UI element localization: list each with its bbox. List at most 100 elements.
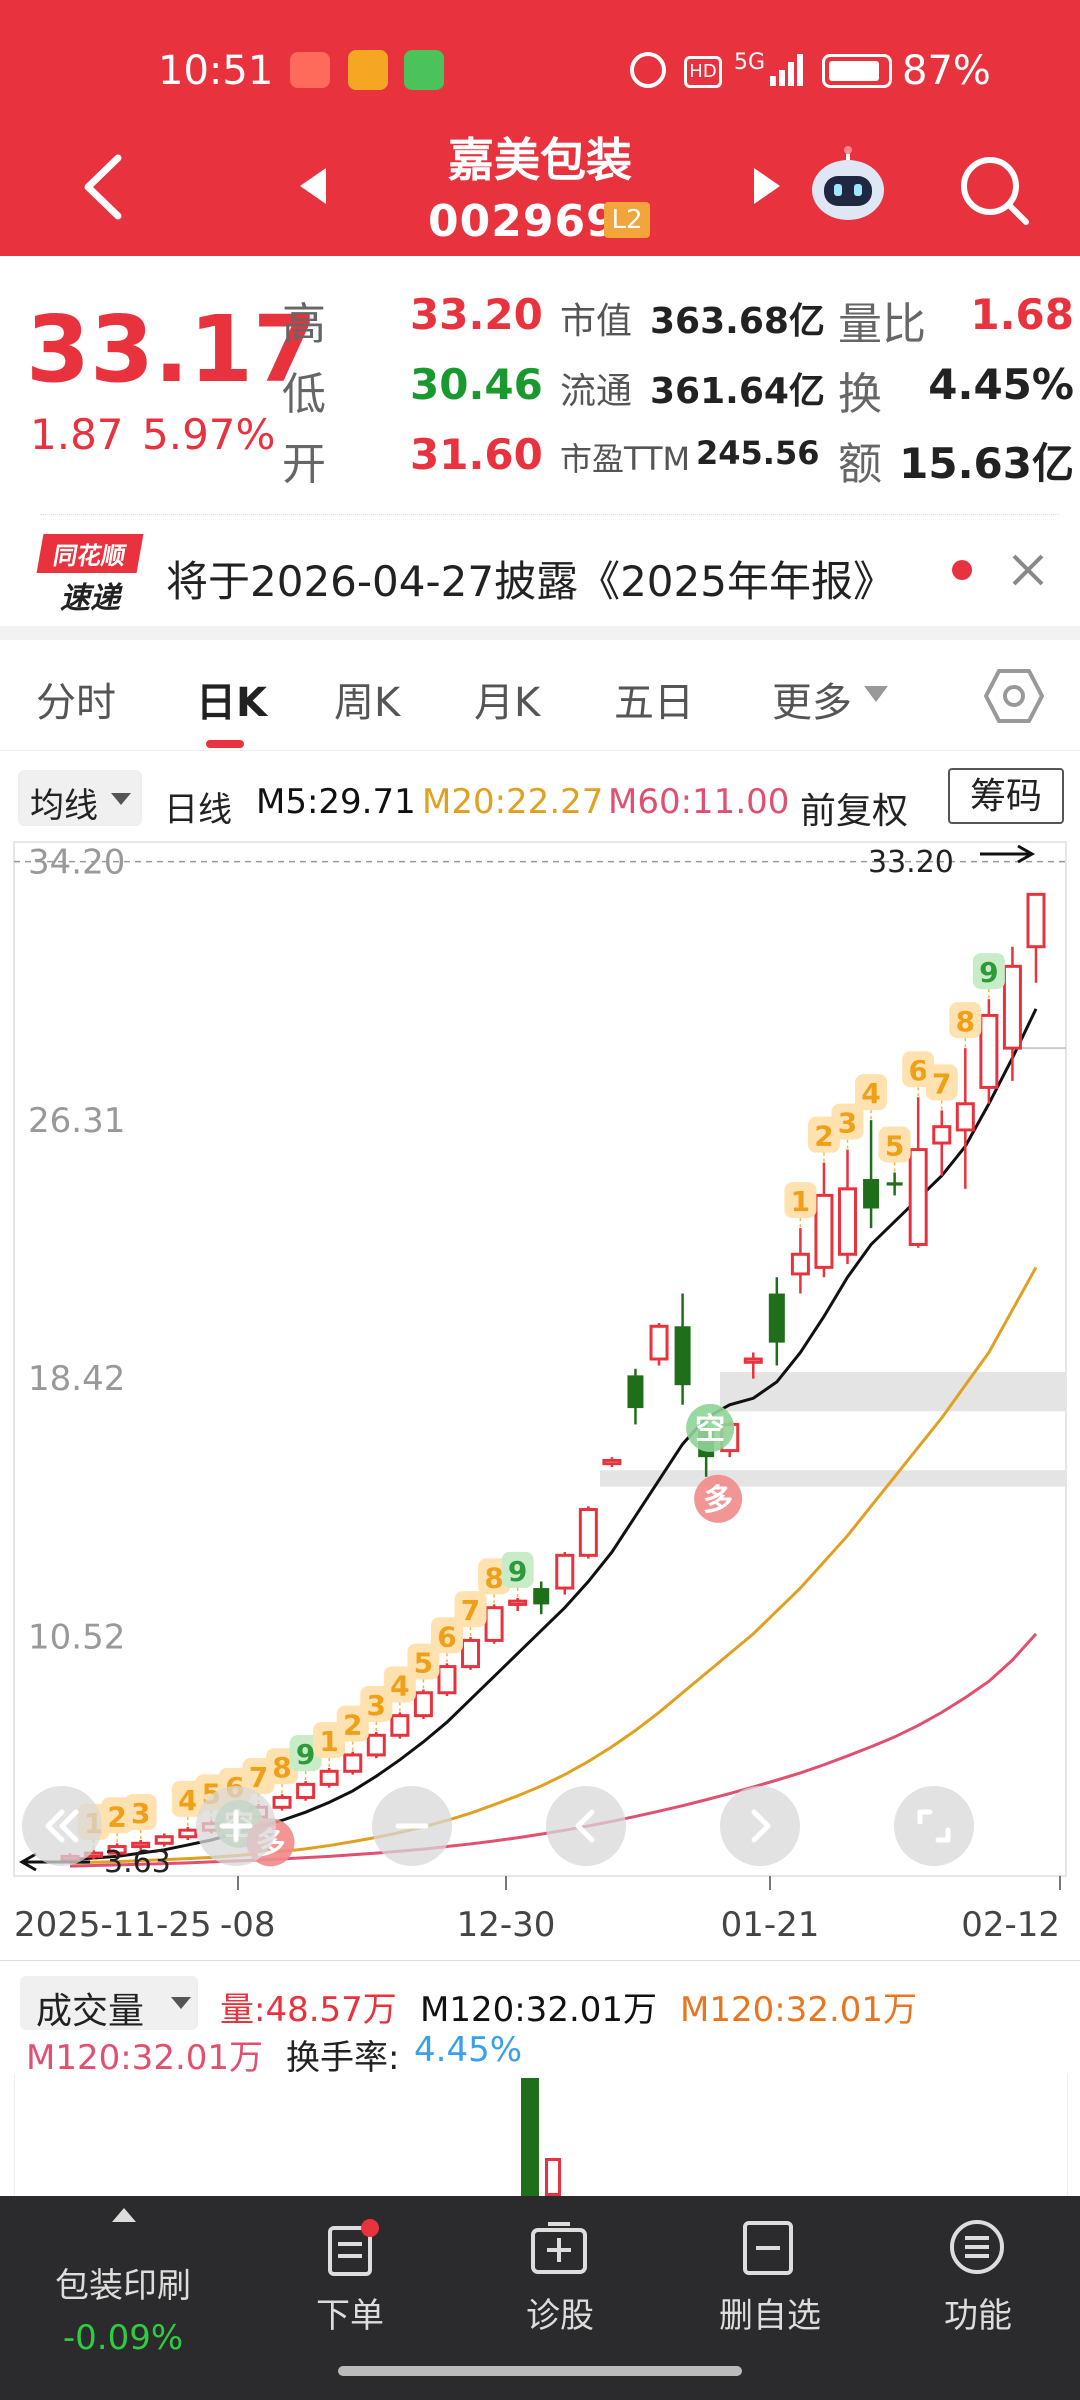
close-icon[interactable] (1010, 552, 1046, 592)
logo-top: 同花顺 (36, 534, 144, 573)
ma-selector[interactable]: 均线 (18, 770, 142, 826)
prev-candle-button[interactable] (546, 1786, 626, 1866)
max-price-arrow (1017, 844, 1036, 864)
sequence-marker-label: 9 (979, 956, 998, 989)
volume-bar (545, 2158, 561, 2196)
expand-up-icon[interactable] (110, 2206, 138, 2228)
remove-watchlist-icon[interactable] (742, 2220, 794, 2280)
next-stock-icon[interactable] (752, 166, 782, 210)
candle-body (863, 1179, 880, 1209)
high-value: 33.20 (410, 290, 543, 339)
open-value: 31.60 (410, 430, 543, 479)
adjust-mode[interactable]: 前复权 (800, 791, 909, 832)
level2-badge: L2 (604, 202, 650, 238)
last-price: 33.17 (26, 296, 318, 403)
sequence-marker-label: 2 (107, 1800, 126, 1833)
ma5-value: M5:29.71 (256, 782, 416, 822)
remove-watchlist-button[interactable]: 删自选 (719, 2296, 821, 2336)
candle-body (790, 1252, 810, 1276)
next-candle-button[interactable] (720, 1786, 800, 1866)
volume-selector-label: 成交量 (36, 1991, 145, 2032)
sequence-marker-label: 8 (956, 1005, 975, 1038)
low-value: 30.46 (410, 360, 543, 409)
chevron-down-icon (862, 684, 890, 708)
plot-frame (13, 841, 1067, 1877)
sequence-marker-label: 1 (791, 1185, 810, 1218)
sequence-marker (784, 1182, 817, 1219)
diagnose-icon[interactable] (530, 2220, 588, 2280)
scroll-left-icon (45, 1809, 79, 1843)
market-cap-value: 363.68亿 (650, 301, 825, 342)
sequence-marker-label: 3 (838, 1107, 857, 1140)
tab-five-day[interactable]: 五日 (614, 680, 694, 726)
candle-body (533, 1588, 550, 1605)
kline-chart[interactable]: 34.20 26.31 18.42 10.52 2025-11-25 -08 12-30 01… (0, 836, 1080, 1956)
candle-body (838, 1187, 858, 1256)
app-notification-icon (348, 50, 388, 90)
order-icon[interactable] (326, 2218, 380, 2282)
turnover-value: 4.45% (928, 360, 1074, 409)
float-cap-label: 流通 (560, 371, 633, 412)
tab-daily-k[interactable]: 日K (196, 680, 267, 726)
stock-code: 002969 (428, 196, 618, 247)
candle-body (366, 1733, 386, 1757)
tab-more[interactable]: 更多 (772, 680, 852, 726)
candle-body (578, 1508, 598, 1557)
notice-text[interactable]: 将于2026-04-27披露《2025年年报》 (166, 557, 895, 606)
x-tick-label: 01-21 (721, 1905, 820, 1945)
functions-button[interactable]: 功能 (944, 2296, 1012, 2336)
order-button[interactable]: 下单 (316, 2296, 384, 2336)
sequence-marker (430, 1617, 463, 1654)
volume-ratio-label: 量比 (838, 299, 926, 350)
signal-marker (686, 1403, 735, 1452)
signal-icon (768, 52, 804, 92)
candle-body (602, 1458, 622, 1466)
tab-weekly-k[interactable]: 周K (334, 680, 401, 726)
volume-selector[interactable]: 成交量 (20, 1976, 198, 2032)
period-label[interactable]: 日线 (164, 790, 232, 830)
divider (0, 1960, 1080, 1961)
diagnose-button[interactable]: 诊股 (526, 2296, 594, 2336)
pe-label: 市盈TTM (560, 440, 691, 478)
float-cap-value: 361.64亿 (650, 371, 825, 412)
sequence-marker-label: 4 (178, 1784, 197, 1817)
functions-icon[interactable] (948, 2218, 1006, 2280)
y-tick-label: 18.42 (28, 1359, 125, 1399)
market-cap-label: 市值 (560, 301, 633, 342)
low-label: 低 (282, 369, 326, 420)
candle-body (932, 1125, 952, 1145)
candle-body (768, 1293, 785, 1343)
signal-marker-label: 空 (695, 1412, 725, 1447)
turnover-rate-label: 换手率: (286, 2038, 400, 2078)
chevron-down-icon (171, 1997, 191, 2009)
candle-body (107, 1845, 127, 1855)
min-price-arrow (18, 1852, 37, 1872)
section-divider (0, 626, 1080, 640)
sector-name[interactable]: 包装印刷 (55, 2266, 191, 2306)
battery-icon (822, 54, 892, 88)
min-price-label: 3.63 (104, 1845, 171, 1880)
ma20-value: M20:22.27 (422, 782, 604, 822)
candle-body (555, 1553, 575, 1590)
tab-monthly-k[interactable]: 月K (474, 680, 541, 726)
sequence-marker (501, 1551, 534, 1588)
zoom-in-icon (219, 1809, 253, 1843)
back-icon[interactable] (78, 152, 128, 226)
volume-chart (14, 2074, 1068, 2196)
sequence-marker-label: 7 (461, 1594, 480, 1627)
search-icon[interactable] (956, 152, 1032, 232)
pe-value: 245.56 (696, 434, 820, 472)
chips-button[interactable]: 筹码 (948, 768, 1064, 824)
settings-hex-icon[interactable] (983, 668, 1045, 728)
fullscreen-button[interactable] (894, 1786, 974, 1866)
sequence-marker (925, 1064, 958, 1101)
robot-assistant-icon[interactable] (808, 146, 888, 230)
candle-body (886, 1182, 903, 1186)
sequence-marker-label: 6 (437, 1620, 456, 1653)
divider (0, 750, 1080, 751)
prev-stock-icon[interactable] (298, 166, 328, 210)
candle-body (437, 1665, 457, 1695)
tab-intraday[interactable]: 分时 (36, 680, 116, 726)
candle-body (908, 1148, 928, 1246)
candle-body (484, 1606, 504, 1642)
